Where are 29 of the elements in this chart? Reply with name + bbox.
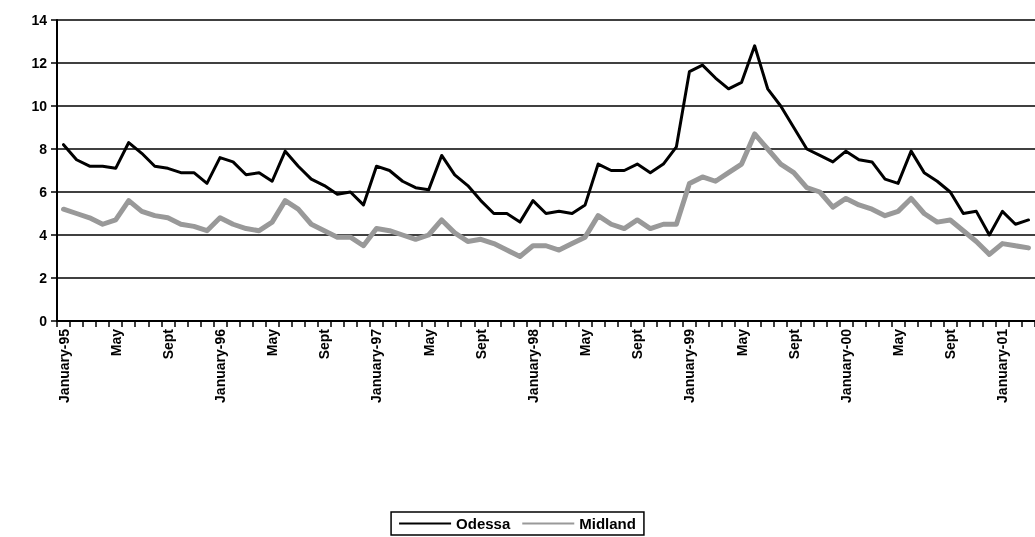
x-tick-label: May [890,328,907,357]
x-tick-label: May [733,328,750,357]
x-tick-label: Sept [785,328,802,360]
x-tick-label: January-95 [55,328,72,403]
x-tick-label: January-99 [681,328,698,403]
x-tick-label: Sept [629,328,646,360]
x-tick-label: Sept [159,328,176,360]
y-tick-label: 12 [31,55,48,71]
legend-label: Midland [579,515,636,532]
x-tick-label: Sept [942,328,959,360]
y-tick-label: 4 [39,227,48,243]
x-tick-label: January-96 [212,328,228,403]
x-tick-label: May [420,328,437,357]
x-tick-label: May [264,328,281,357]
x-tick-label: January-01 [994,328,1011,403]
y-tick-label: 8 [39,141,48,157]
x-tick-label: January-97 [368,328,385,403]
x-tick-label: January-98 [524,328,541,403]
x-tick-label: May [107,328,124,357]
x-tick-label: May [577,328,594,357]
y-tick-label: 10 [31,98,48,114]
x-tick-label: Sept [316,328,333,360]
y-tick-label: 2 [39,270,48,286]
y-tick-label: 14 [31,12,48,28]
y-tick-label: 6 [39,184,48,200]
y-tick-label: 0 [39,313,48,329]
legend-label: Odessa [456,515,511,532]
x-tick-label: January-00 [837,328,854,403]
x-tick-label: Sept [472,328,489,360]
